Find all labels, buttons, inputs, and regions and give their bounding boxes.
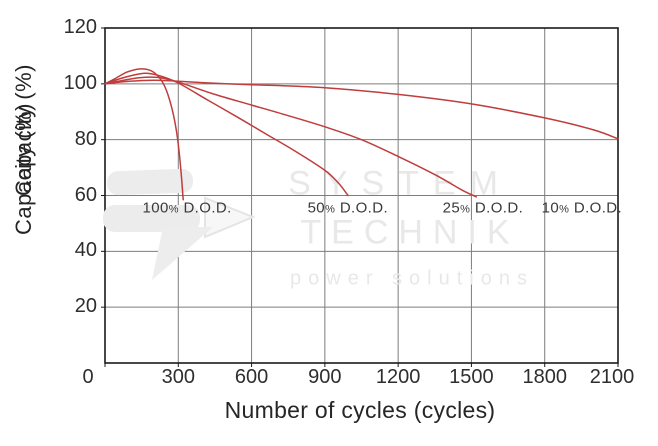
curve-10-d-o-d- — [104, 79, 619, 140]
curve-50-d-o-d- — [104, 72, 349, 197]
curve-100-d-o-d- — [104, 68, 184, 201]
plot-border — [104, 27, 619, 364]
watermark-text-power-solutions: power solutions — [290, 267, 534, 290]
systemtechnik-logo-icon — [103, 168, 256, 280]
watermark-text-system: SYSTEM — [288, 164, 512, 203]
curve-25-d-o-d- — [104, 76, 478, 198]
watermark-text-technik: TECHNIK — [300, 213, 520, 252]
